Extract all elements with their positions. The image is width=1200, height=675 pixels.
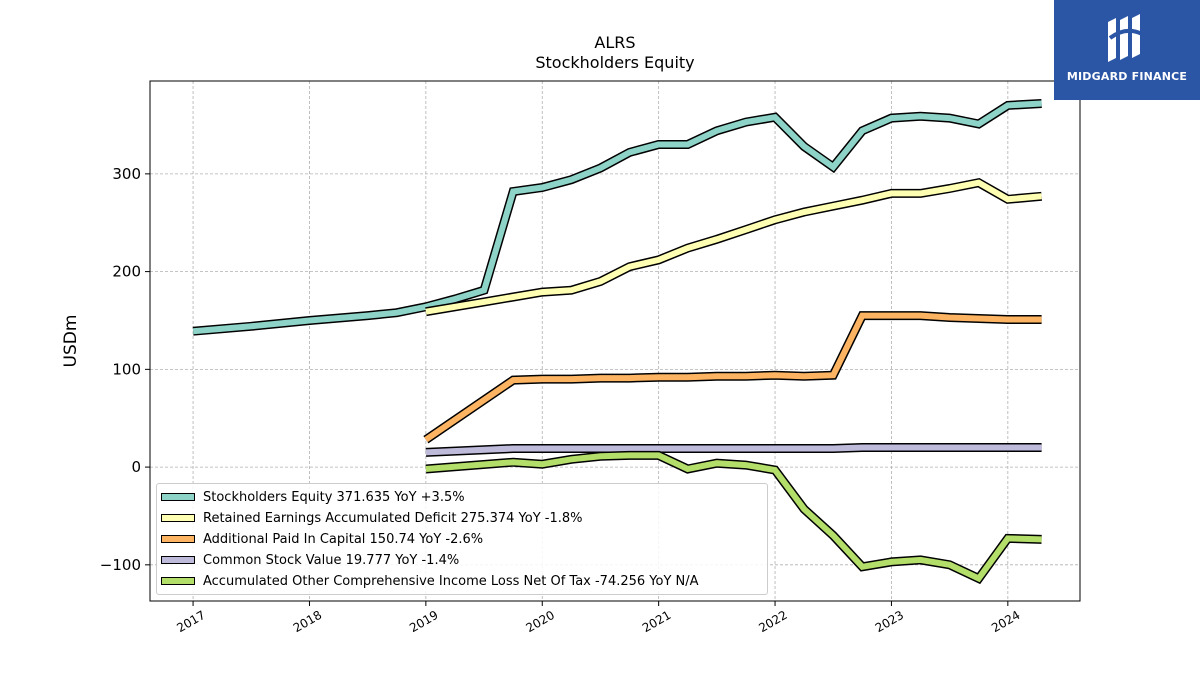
legend-item: Additional Paid In Capital 150.74 YoY -2… — [161, 529, 483, 549]
series-3 — [423, 311, 1042, 444]
legend-item: Retained Earnings Accumulated Deficit 27… — [161, 508, 582, 528]
legend-swatch — [161, 514, 195, 522]
legend-item: Common Stock Value 19.777 YoY -1.4% — [161, 550, 459, 570]
plot-frame — [149, 80, 1081, 602]
legend-label: Common Stock Value 19.777 YoY -1.4% — [203, 552, 460, 568]
legend-label: Stockholders Equity 371.635 YoY +3.5% — [203, 489, 465, 505]
x-tick-label: 2024 — [989, 608, 1022, 635]
logo-text: MIDGARD FINANCE — [1066, 70, 1188, 83]
y-axis-label: USDm — [61, 315, 81, 368]
series-line — [425, 444, 1042, 456]
series-line — [192, 100, 1042, 335]
series-line — [424, 312, 1042, 443]
legend-label: Retained Earnings Accumulated Deficit 27… — [203, 510, 583, 526]
y-tick-label: −100 — [100, 556, 141, 574]
series-line — [425, 179, 1042, 315]
chart-legend: Stockholders Equity 371.635 YoY +3.5% Ret… — [156, 483, 768, 595]
y-tick-label: 0 — [131, 458, 141, 476]
series-5 — [425, 450, 1042, 585]
legend-swatch — [161, 556, 195, 564]
series-2 — [425, 177, 1042, 317]
chart-subtitle: Stockholders Equity — [535, 53, 695, 72]
legend-label: Accumulated Other Comprehensive Income L… — [203, 573, 699, 589]
legend-item: Stockholders Equity 371.635 YoY +3.5% — [161, 487, 465, 507]
y-tick-label: 200 — [112, 263, 141, 281]
y-tick-label: 100 — [112, 360, 141, 378]
legend-item: Accumulated Other Comprehensive Income L… — [161, 571, 699, 591]
y-tick-label: 300 — [112, 165, 141, 183]
legend-swatch — [161, 577, 195, 585]
series-line-outline — [425, 177, 1042, 317]
series-line-outline — [192, 99, 1042, 336]
series-4 — [425, 443, 1042, 457]
series-layer — [192, 99, 1042, 585]
chart-title: ALRS — [594, 33, 636, 52]
x-tick-label: 2021 — [640, 608, 673, 635]
legend-swatch — [161, 493, 195, 501]
x-tick-label: 2019 — [407, 608, 440, 635]
legend-label: Additional Paid In Capital 150.74 YoY -2… — [203, 531, 484, 547]
legend-swatch — [161, 535, 195, 543]
x-tick-label: 2023 — [873, 608, 906, 635]
brand-logo: MIDGARD FINANCE — [1054, 0, 1200, 100]
x-tick-label: 2017 — [174, 608, 207, 635]
x-tick-label: 2020 — [524, 608, 557, 635]
logo-mark-icon — [1108, 14, 1143, 62]
series-1 — [192, 99, 1042, 336]
series-line — [425, 452, 1042, 583]
x-tick-label: 2018 — [291, 608, 324, 635]
x-tick-label: 2022 — [756, 608, 789, 635]
